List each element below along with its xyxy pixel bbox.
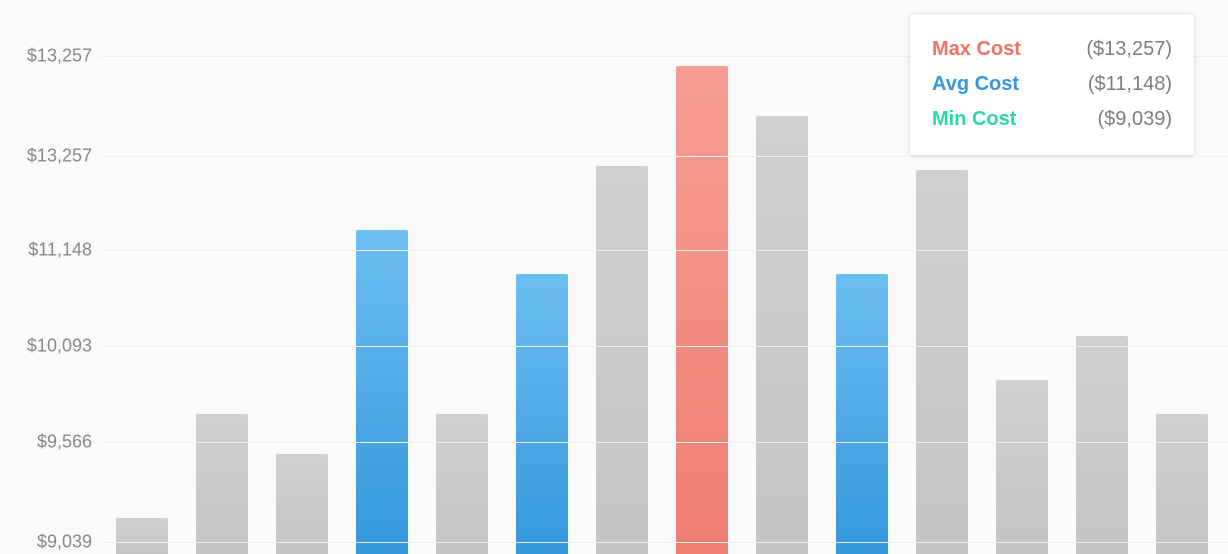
legend-row: Avg Cost ($11,148)	[932, 67, 1172, 102]
bar	[196, 414, 248, 554]
y-axis-label: $10,093	[27, 336, 92, 357]
gridline	[100, 542, 1228, 543]
gridline	[100, 442, 1228, 443]
legend-row: Min Cost ($9,039)	[932, 102, 1172, 137]
y-axis-label: $9,039	[37, 532, 92, 553]
legend-row: Max Cost ($13,257)	[932, 32, 1172, 67]
bar	[756, 116, 808, 554]
y-axis-labels: $13,257 $13,257 $11,148 $10,093 $9,566 $9,039	[0, 0, 100, 554]
legend-value: ($13,257)	[1086, 38, 1172, 61]
gridline	[100, 156, 1228, 157]
bar	[916, 170, 968, 554]
y-axis-label: $11,148	[28, 240, 92, 261]
y-axis-label: $13,257	[27, 146, 92, 167]
legend-box: Max Cost ($13,257) Avg Cost ($11,148) Min Co…	[910, 14, 1194, 155]
legend-label: Min Cost	[932, 108, 1016, 131]
legend-label: Max Cost	[932, 38, 1021, 61]
bar	[356, 230, 408, 554]
legend-value: ($9,039)	[1098, 108, 1173, 131]
legend-value: ($11,148)	[1088, 73, 1172, 96]
y-axis-label: $9,566	[37, 432, 92, 453]
bar	[116, 518, 168, 554]
bar	[596, 166, 648, 554]
bar	[996, 380, 1048, 554]
bar	[1156, 414, 1208, 554]
cost-bar-chart: $13,257 $13,257 $11,148 $10,093 $9,566 $9,039…	[0, 0, 1228, 554]
bar	[676, 66, 728, 554]
gridline	[100, 250, 1228, 251]
legend-label: Avg Cost	[932, 73, 1019, 96]
bar	[516, 274, 568, 554]
bar	[276, 454, 328, 554]
gridline	[100, 346, 1228, 347]
bar	[836, 274, 888, 554]
y-axis-label: $13,257	[27, 46, 92, 67]
bar	[1076, 336, 1128, 554]
bar	[436, 414, 488, 554]
